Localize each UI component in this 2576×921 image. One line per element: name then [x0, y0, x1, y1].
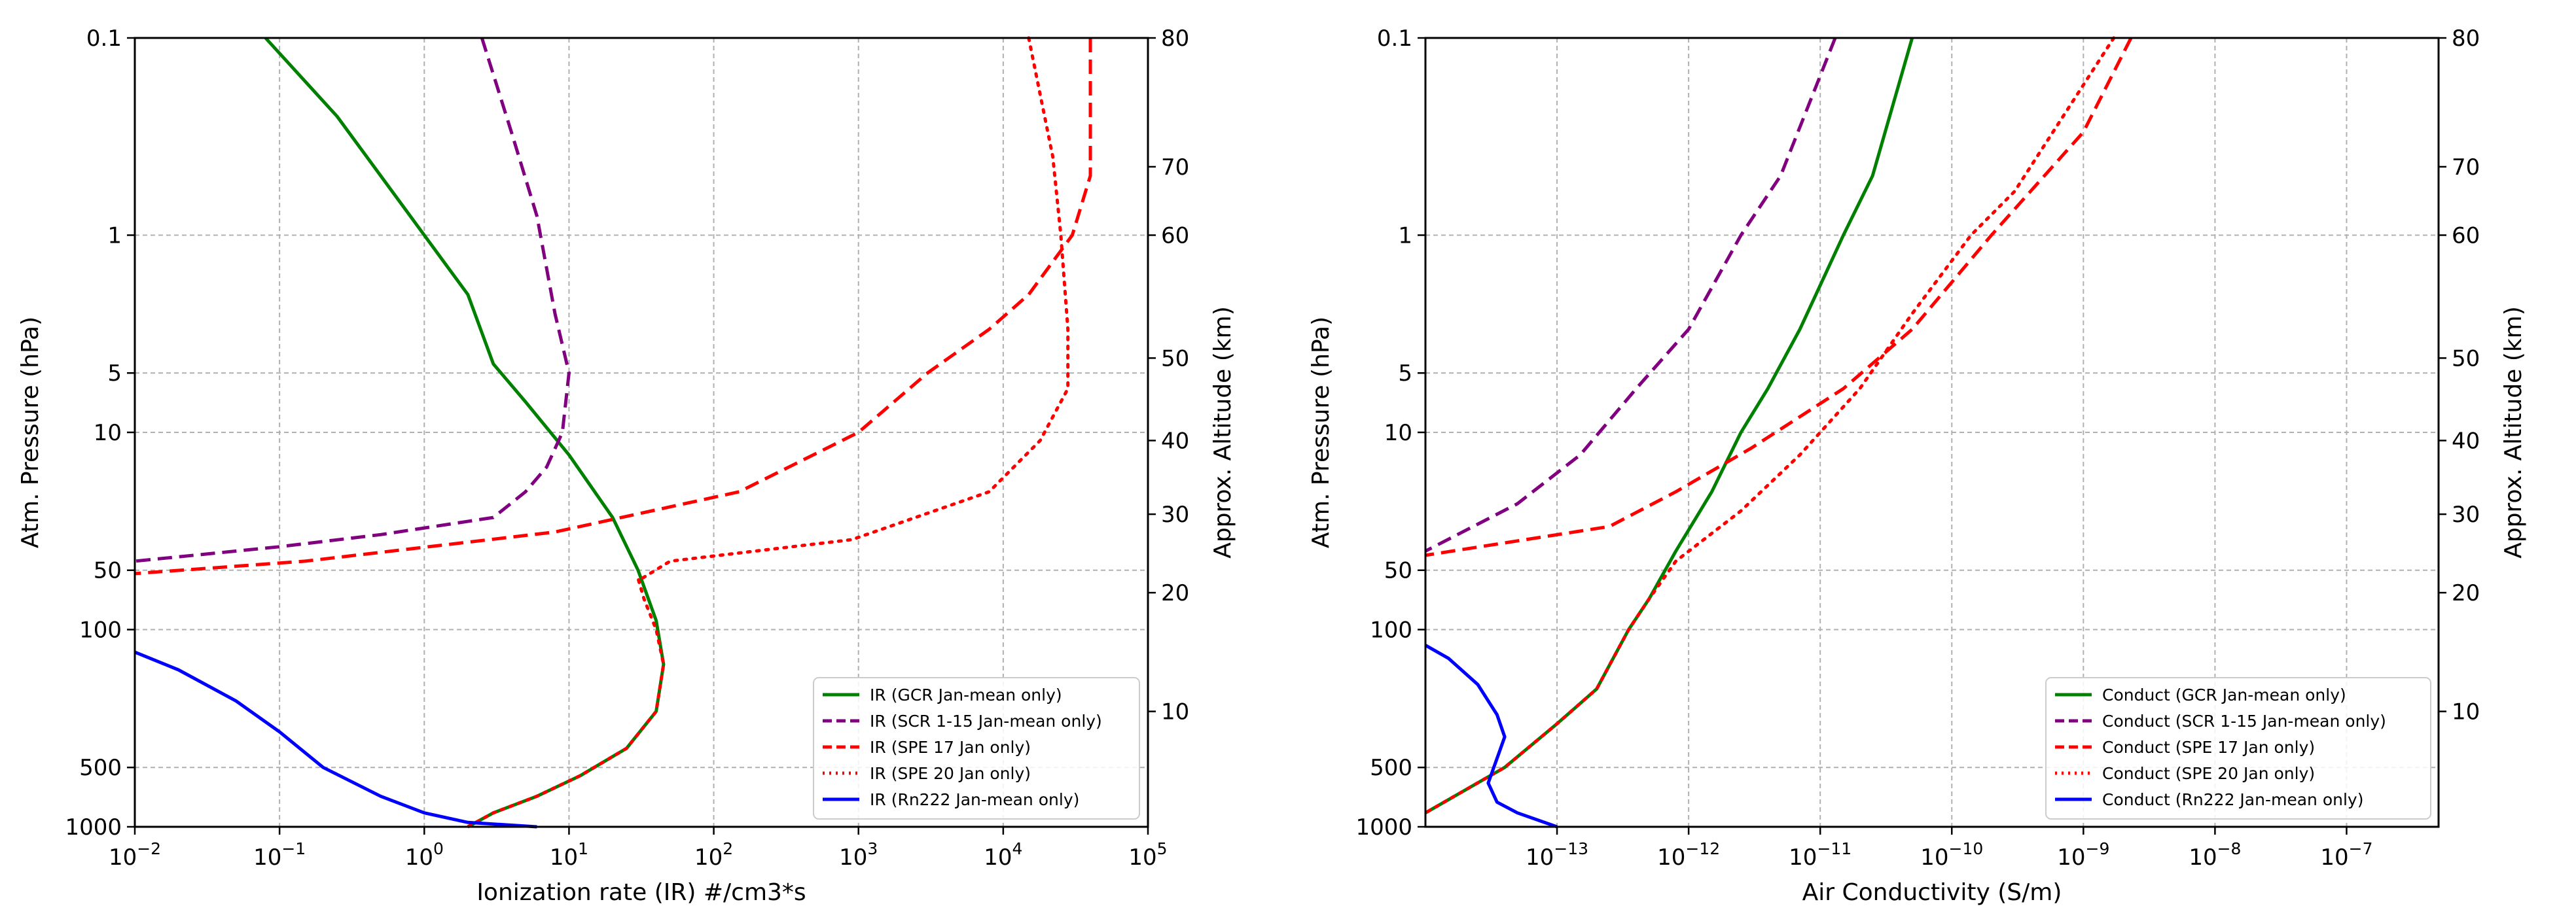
altitude-tick-label: 70 — [2452, 154, 2480, 181]
y-tick-label: 5 — [1398, 360, 1412, 387]
x-axis-title: Ionization rate (IR) #/cm3*s — [476, 879, 806, 906]
altitude-tick-label: 30 — [1161, 502, 1189, 528]
legend-label: IR (SPE 17 Jan only) — [870, 738, 1031, 757]
series-line-3 — [466, 36, 1070, 829]
legend-label: Conduct (SPE 20 Jan only) — [2102, 764, 2315, 783]
x-tick-label: 10−13 — [1526, 839, 1588, 871]
y-tick-label: 50 — [94, 558, 122, 584]
x-tick-label: 10−10 — [1920, 839, 1983, 871]
x-tick-label: 10−11 — [1789, 839, 1851, 871]
altitude-tick-label: 10 — [1161, 699, 1189, 725]
altitude-tick-label: 60 — [1161, 223, 1189, 249]
altitude-tick-label: 20 — [2452, 580, 2480, 606]
x-tick-label: 10−2 — [109, 839, 161, 871]
legend-label: IR (SPE 20 Jan only) — [870, 764, 1031, 783]
x-tick-label: 103 — [839, 839, 878, 871]
altitude-tick-label: 70 — [1161, 154, 1189, 181]
x-tick-label: 10−9 — [2057, 839, 2109, 871]
series-line-1 — [1424, 37, 1837, 553]
y-tick-label: 10 — [94, 420, 122, 446]
y-tick-label: 10 — [1384, 420, 1412, 446]
y-tick-label: 1 — [1398, 223, 1412, 249]
altitude-tick-label: 40 — [1161, 428, 1189, 454]
series-line-1 — [134, 37, 571, 563]
altitude-tick-label: 50 — [1161, 345, 1189, 372]
legend-label: Conduct (SCR 1-15 Jan-mean only) — [2102, 712, 2386, 731]
altitude-axis-title: Approx. Altitude (km) — [1209, 306, 1236, 559]
x-tick-label: 102 — [694, 839, 733, 871]
y-tick-label: 1000 — [1355, 814, 1412, 841]
x-tick-label: 10−7 — [2320, 839, 2372, 871]
legend-frame — [2045, 677, 2431, 820]
y-tick-label: 100 — [1370, 617, 1412, 644]
altitude-tick-label: 50 — [2452, 345, 2480, 372]
y-tick-label: 1000 — [65, 814, 122, 841]
altitude-axis-title: Approx. Altitude (km) — [2500, 306, 2527, 559]
x-tick-label: 101 — [550, 839, 588, 871]
legend-label: IR (Rn222 Jan-mean only) — [870, 790, 1079, 809]
legend: Conduct (GCR Jan-mean only) Conduct (SCR … — [2045, 677, 2431, 820]
altitude-tick-label: 30 — [2452, 502, 2480, 528]
legend-label: IR (GCR Jan-mean only) — [870, 686, 1062, 704]
series-line-4 — [1424, 644, 1558, 829]
series-line-3 — [1423, 36, 2116, 815]
altitude-tick-label: 40 — [2452, 428, 2480, 454]
x-tick-label: 10−1 — [253, 839, 306, 871]
y-tick-label: 500 — [1370, 755, 1412, 781]
x-tick-label: 105 — [1128, 839, 1167, 871]
x-axis-title: Air Conductivity (S/m) — [1802, 879, 2062, 906]
legend-frame — [813, 677, 1140, 820]
y-tick-label: 0.1 — [86, 26, 122, 52]
y-tick-label: 50 — [1384, 558, 1412, 584]
altitude-tick-label: 20 — [1161, 580, 1189, 606]
y-tick-label: 500 — [79, 755, 122, 781]
y-tick-label: 5 — [107, 360, 122, 387]
air-conductivity-chart: 10−13 10−12 10−11 10−10 10−9 10−8 10−70.115105… — [1308, 26, 2527, 906]
y-tick-label: 1 — [107, 223, 122, 249]
series-line-0 — [264, 37, 666, 829]
legend: IR (GCR Jan-mean only) IR (SCR 1-15 Jan-m… — [813, 677, 1140, 820]
legend-label: Conduct (SPE 17 Jan only) — [2102, 738, 2315, 757]
series-line-2 — [1425, 37, 2133, 557]
x-tick-label: 100 — [405, 839, 444, 871]
x-tick-label: 10−8 — [2189, 839, 2241, 871]
x-tick-label: 104 — [984, 839, 1022, 871]
altitude-tick-label: 80 — [1161, 26, 1189, 52]
y-tick-label: 0.1 — [1377, 26, 1412, 52]
legend-label: Conduct (Rn222 Jan-mean only) — [2102, 790, 2363, 809]
y-axis-title: Atm. Pressure (hPa) — [1308, 317, 1334, 548]
series-line-4 — [134, 650, 537, 829]
y-axis-title: Atm. Pressure (hPa) — [17, 317, 44, 548]
y-tick-label: 100 — [79, 617, 122, 644]
altitude-tick-label: 10 — [2452, 699, 2480, 725]
legend-label: IR (SCR 1-15 Jan-mean only) — [870, 712, 1102, 731]
altitude-tick-label: 80 — [2452, 26, 2480, 52]
series-line-2 — [134, 38, 1092, 576]
x-tick-label: 10−12 — [1657, 839, 1720, 871]
altitude-tick-label: 60 — [2452, 223, 2480, 249]
legend-label: Conduct (GCR Jan-mean only) — [2102, 686, 2346, 704]
ionization-rate-chart: 10−2 10−1 100 101 102 103 104 105 0.1 1 5 10 50 100 50… — [17, 26, 1236, 906]
